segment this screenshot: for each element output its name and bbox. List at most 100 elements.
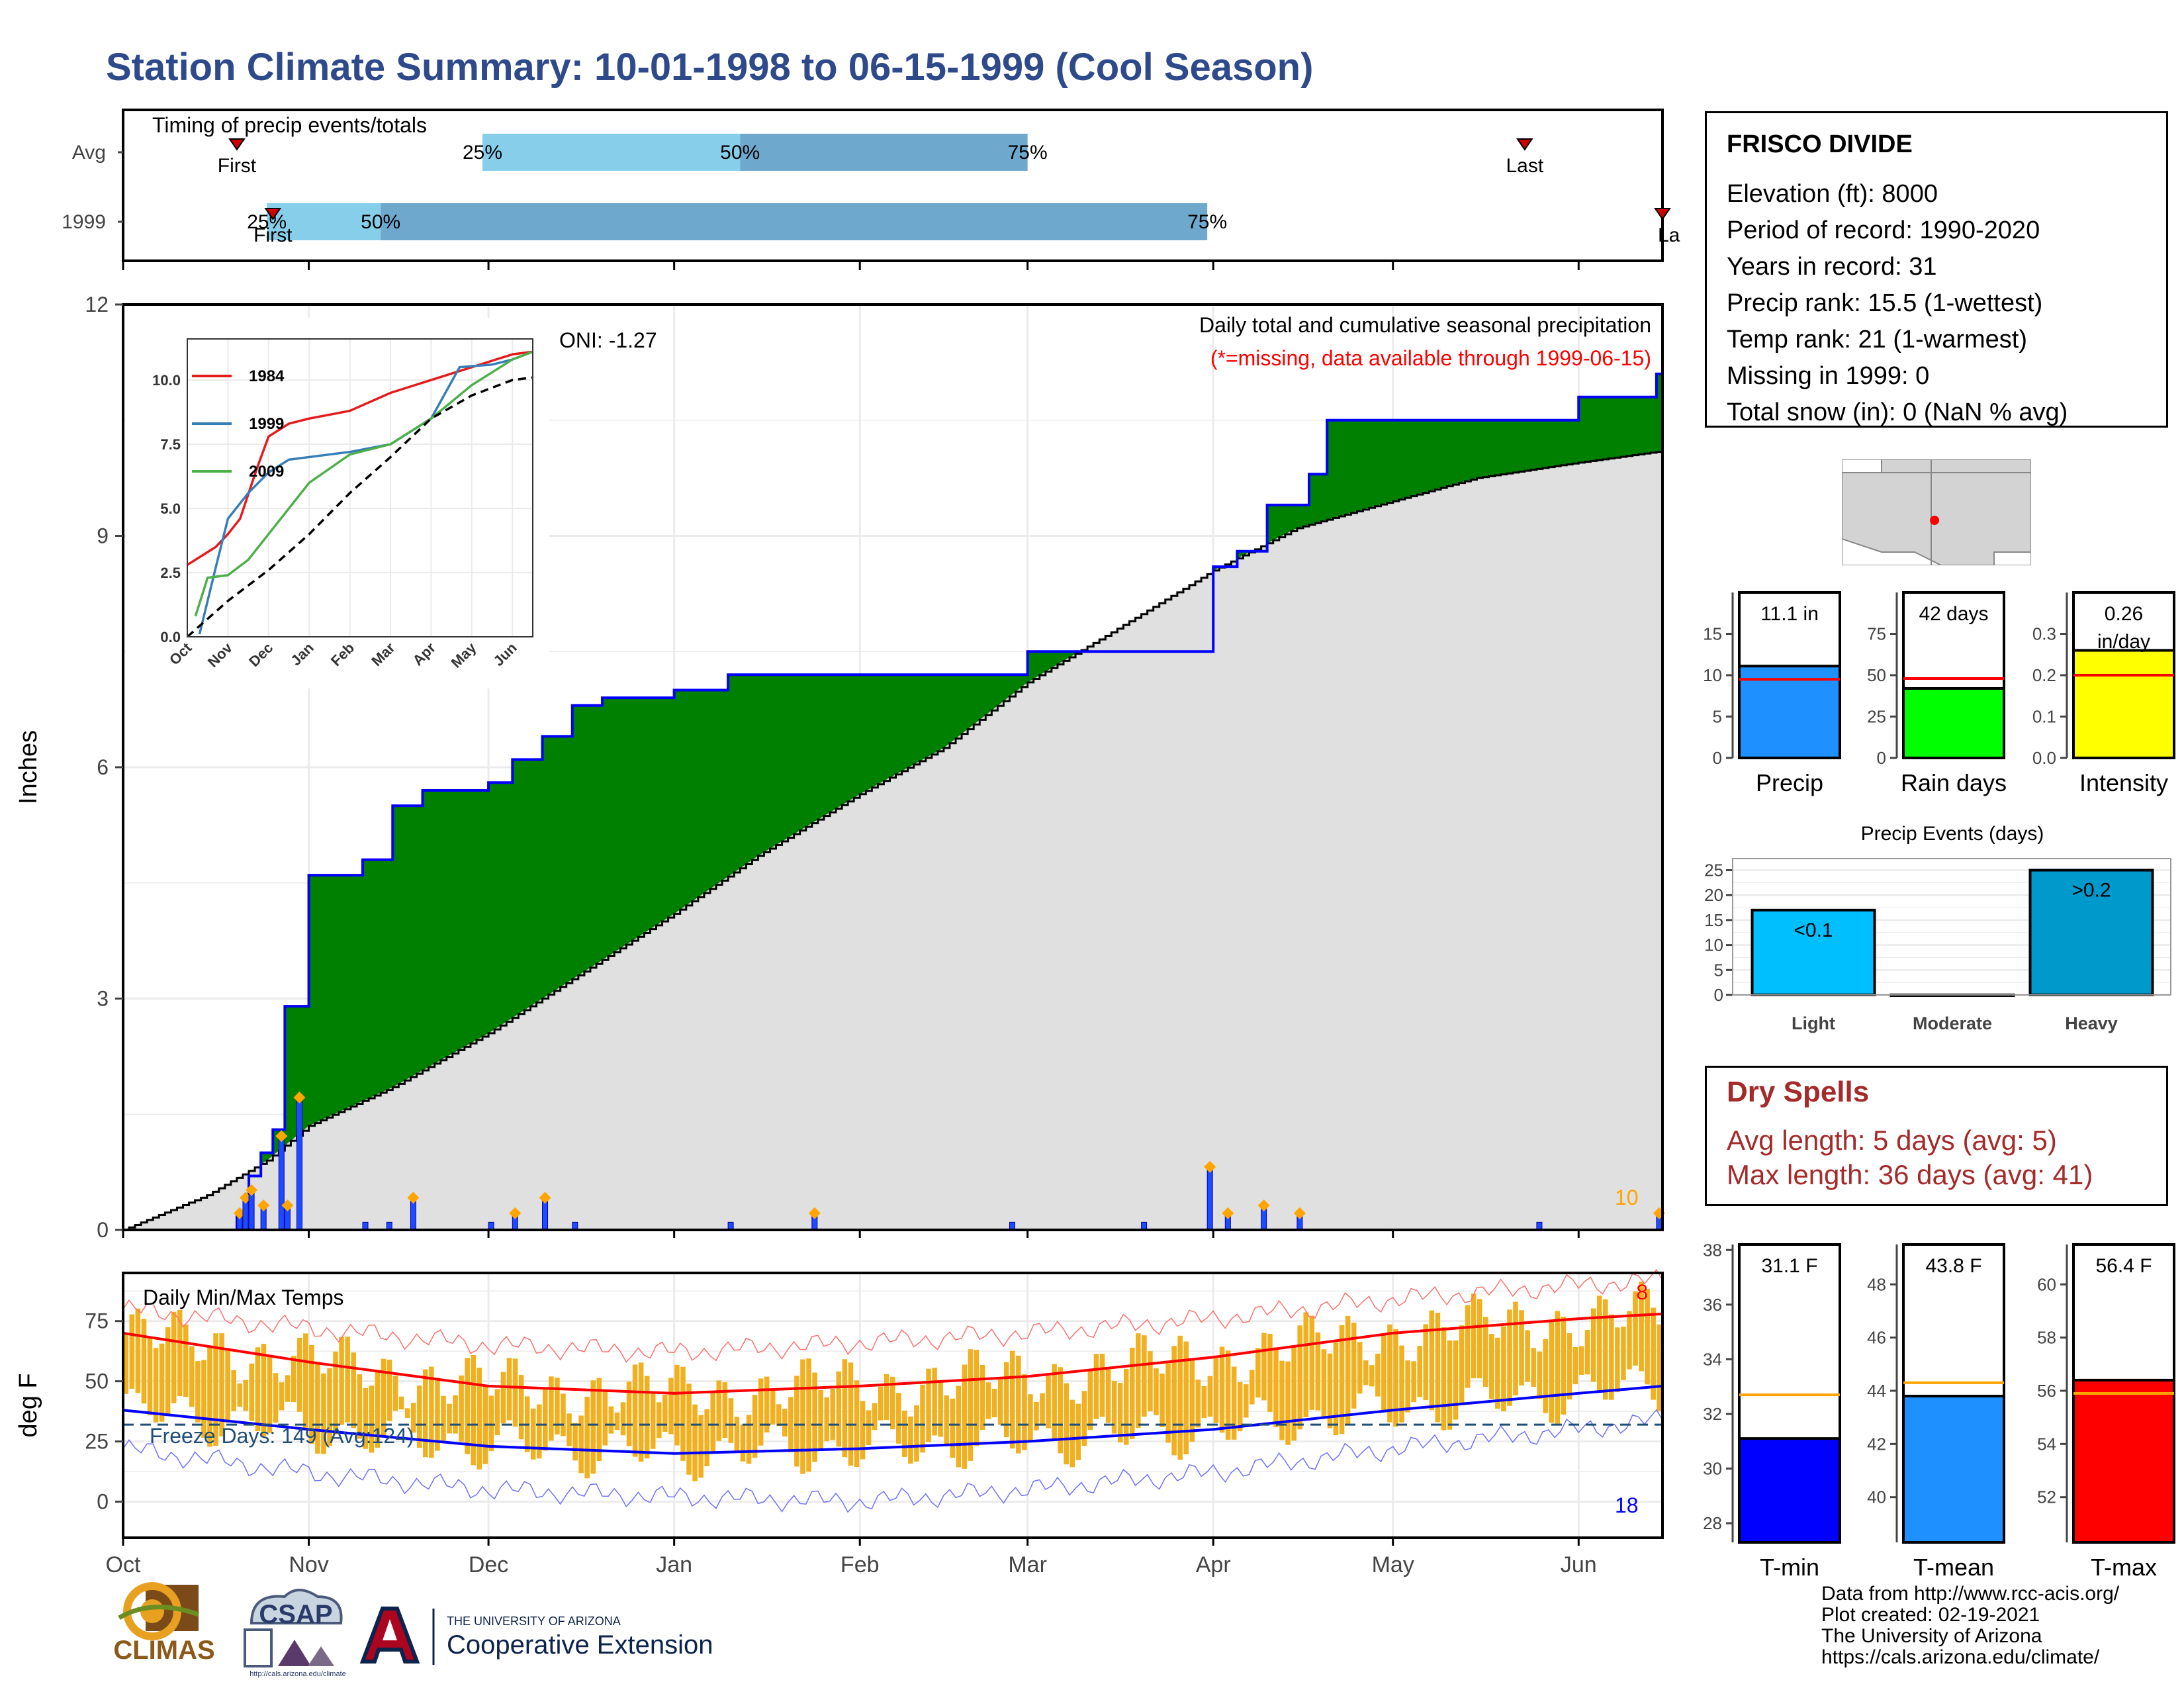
surplus-area <box>1602 397 1610 459</box>
daily-temp-bar <box>776 1404 782 1427</box>
daily-temp-bar <box>710 1393 716 1452</box>
precip-chart: 0 3 6 9 12 Inches Daily total and cumulative s… <box>15 293 1665 1242</box>
daily-temp-bar <box>1136 1333 1141 1428</box>
daily-temp-bar <box>1285 1361 1291 1445</box>
daily-temp-bar <box>1627 1311 1632 1370</box>
daily-temp-bar <box>1465 1305 1471 1388</box>
event-category-label: Moderate <box>1913 1013 1992 1033</box>
daily-temp-bar <box>788 1397 794 1452</box>
daily-temp-bar <box>339 1336 344 1425</box>
daily-temp-bar <box>1489 1334 1494 1399</box>
surplus-area <box>956 675 962 739</box>
surplus-area <box>644 698 651 933</box>
stat-value-label: 0.26 <box>2105 603 2143 625</box>
stat-y-label: 58 <box>2037 1328 2056 1348</box>
daily-temp-bar <box>1321 1349 1327 1419</box>
stat-y-label: 75 <box>1867 624 1886 644</box>
daily-temp-bar <box>1261 1333 1267 1401</box>
daily-temp-bar <box>1291 1346 1297 1441</box>
temp-y-label: 75 <box>85 1309 109 1333</box>
daily-temp-bar <box>985 1382 991 1419</box>
daily-temp-bar <box>1363 1360 1369 1385</box>
daily-temp-bar <box>1351 1323 1357 1409</box>
daily-temp-bar <box>1129 1347 1135 1439</box>
stat-y-label: 0.1 <box>2032 707 2056 727</box>
daily-temp-bar <box>123 1333 129 1394</box>
surplus-area <box>1429 420 1435 492</box>
surplus-area <box>1357 420 1364 512</box>
daily-temp-bar <box>692 1404 698 1481</box>
daily-temp-bar <box>734 1417 740 1453</box>
daily-temp-bar <box>1165 1363 1171 1443</box>
surplus-area <box>925 675 933 758</box>
daily-precip-bar <box>296 1098 302 1231</box>
daily-temp-bar <box>657 1402 662 1438</box>
daily-temp-bar <box>1028 1394 1033 1441</box>
daily-temp-bar <box>644 1376 650 1459</box>
surplus-area <box>530 759 537 1007</box>
surplus-area <box>811 675 819 823</box>
stat-y-label: 56 <box>2037 1381 2056 1401</box>
daily-temp-bar <box>716 1380 722 1441</box>
surplus-area <box>823 675 831 816</box>
event-bar <box>2028 868 2154 996</box>
daily-temp-bar <box>674 1364 680 1446</box>
normal-cumulative-line <box>123 451 1664 1231</box>
surplus-area <box>332 875 340 1115</box>
precip-y-label: 0 <box>97 1218 109 1242</box>
surplus-area <box>308 875 316 1126</box>
daily-precip-marker <box>808 1207 821 1219</box>
surplus-area <box>1584 397 1591 462</box>
daily-temp-bar <box>1243 1384 1249 1418</box>
station-detail-line: Total snow (in): 0 (NaN % avg) <box>1727 399 2068 426</box>
surplus-area <box>410 806 418 1078</box>
dry-spells-avg: Avg length: 5 days (avg: 5) <box>1727 1125 2057 1156</box>
surplus-area <box>440 790 447 1060</box>
surplus-area <box>1015 675 1023 692</box>
daily-temp-bar <box>536 1404 542 1459</box>
surplus-area <box>680 690 687 910</box>
surplus-area <box>338 875 345 1112</box>
surplus-area <box>344 875 351 1109</box>
stat-y-label: 0.3 <box>2032 624 2056 644</box>
daily-temp-bar <box>512 1358 518 1427</box>
temp-x-label: Oct <box>106 1552 141 1577</box>
event-bar-label: <0.1 <box>1794 919 1833 941</box>
daily-temp-bar <box>1639 1282 1644 1372</box>
surplus-area <box>1363 420 1370 510</box>
daily-temp-bar <box>1423 1324 1429 1401</box>
surplus-area <box>267 1152 273 1161</box>
daily-temp-bar <box>375 1371 381 1448</box>
surplus-area <box>962 675 968 734</box>
daily-temp-bar <box>1633 1291 1638 1366</box>
daily-temp-bar <box>1297 1325 1302 1430</box>
surplus-area <box>542 736 549 999</box>
daily-temp-bar <box>296 1337 302 1412</box>
daily-temp-bar <box>872 1403 878 1430</box>
surplus-area <box>937 675 944 751</box>
daily-temp-bar <box>1250 1370 1255 1405</box>
daily-temp-bar <box>1495 1337 1500 1409</box>
surplus-area <box>476 790 483 1041</box>
temp-x-label: May <box>1372 1552 1414 1577</box>
daily-temp-bar <box>369 1385 375 1453</box>
surplus-area <box>1650 397 1657 453</box>
surplus-area <box>638 698 645 937</box>
surplus-area <box>314 875 322 1123</box>
daily-temp-bar <box>243 1380 249 1411</box>
daily-temp-bar <box>494 1389 500 1436</box>
surplus-area <box>1506 420 1514 474</box>
events-y-label: 15 <box>1704 910 1723 930</box>
surplus-area <box>470 790 477 1044</box>
surplus-area <box>320 875 328 1121</box>
csap-url-text: http://cals.arizona.edu/climate <box>250 1670 346 1678</box>
daily-temp-bar <box>488 1395 494 1452</box>
daily-temp-bar <box>1255 1348 1261 1398</box>
daily-temp-bar <box>1369 1365 1375 1387</box>
stat-value-unit: in/day <box>2097 631 2150 653</box>
daily-temp-bar <box>1453 1340 1459 1420</box>
surplus-area <box>1410 420 1418 496</box>
timing-pct-label: 25% <box>463 142 502 164</box>
daily-temp-bar <box>327 1368 332 1446</box>
daily-temp-bar <box>1621 1327 1626 1380</box>
